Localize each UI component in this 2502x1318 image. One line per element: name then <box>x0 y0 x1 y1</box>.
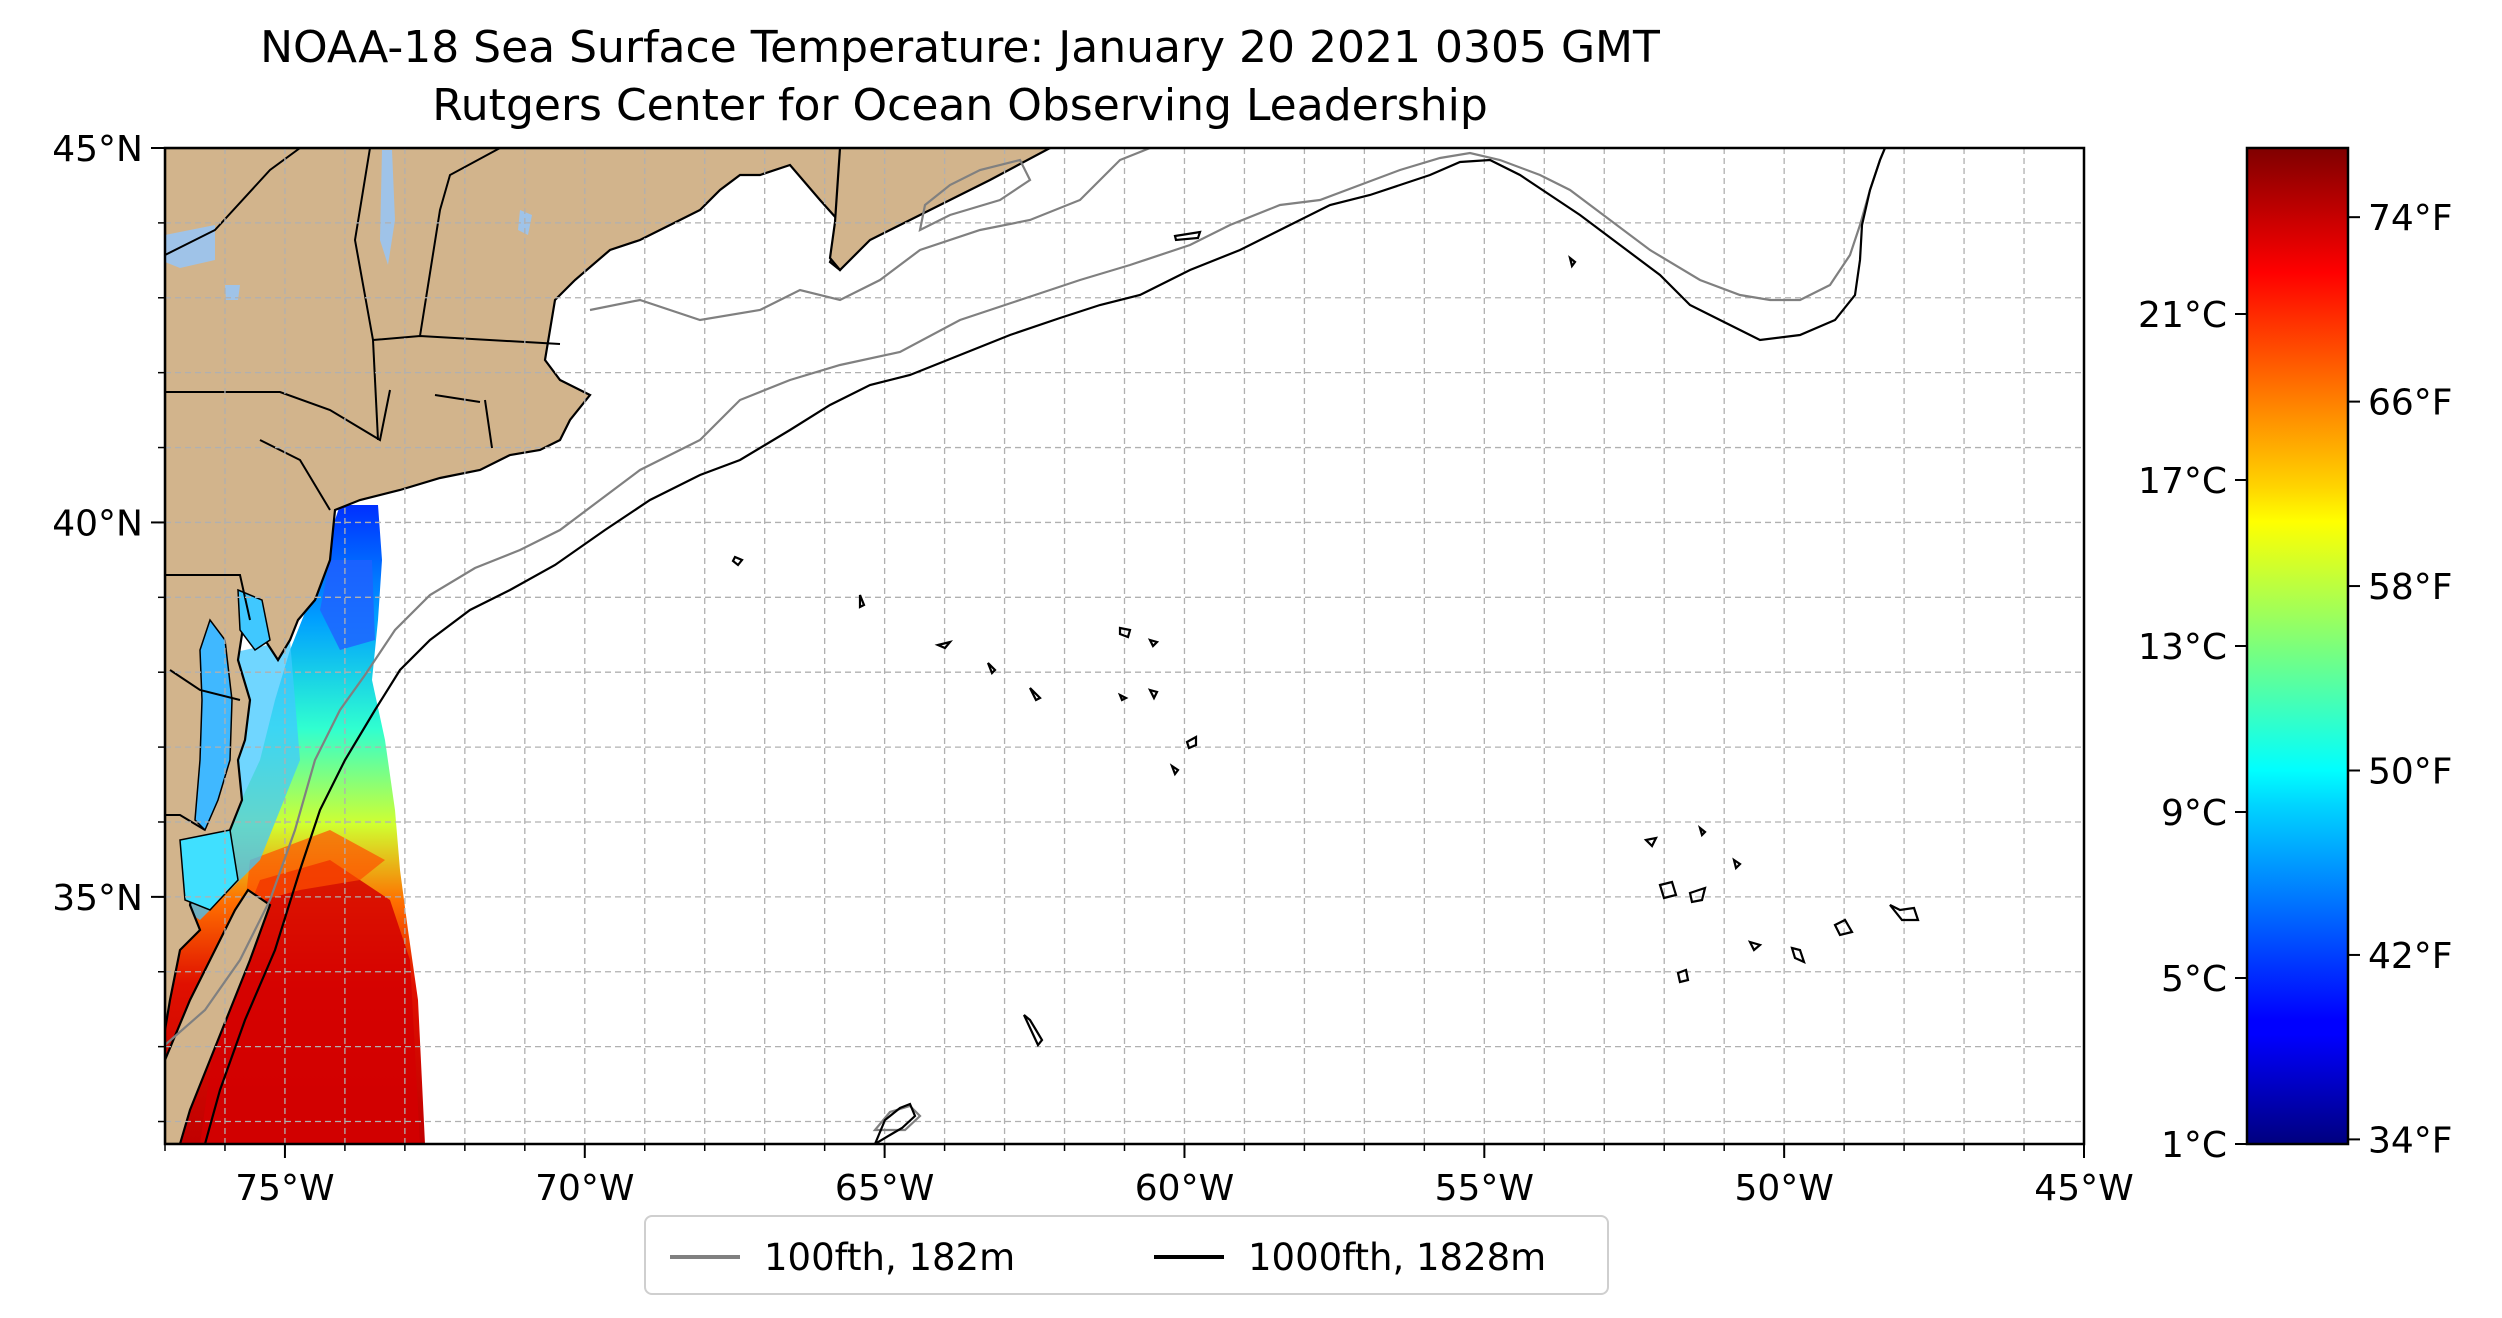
seamount-16 <box>1732 857 1742 871</box>
legend-swatch-1000fth <box>1154 1255 1224 1259</box>
seamount-15 <box>1697 824 1707 838</box>
seamount-7 <box>1147 638 1160 648</box>
isobath-100fth <box>165 148 1887 1132</box>
colorbar-f-label: 34°F <box>2368 1120 2453 1161</box>
seamount-1 <box>731 555 744 567</box>
seamount-5 <box>1029 687 1042 702</box>
y-tick-label: 40°N <box>52 503 143 544</box>
y-tick-label: 35°N <box>52 878 143 919</box>
state-border-1 <box>165 389 391 442</box>
colorbar-c-label: 1°C <box>2161 1125 2227 1166</box>
state-border-9 <box>165 814 206 831</box>
x-tick-label: 75°W <box>235 1168 334 1209</box>
seamount-13 <box>1658 880 1678 900</box>
y-tick-label: 45°N <box>52 129 143 170</box>
x-tick-label: 45°W <box>2034 1168 2133 1209</box>
map-axes: 75°W 70°W 65°W 60°W 55°W 50°W 45°W 45°N 40°N 35°N <box>52 129 2133 1209</box>
isobath-100fth-main <box>165 148 1887 1046</box>
isobath-1000fth-main <box>203 148 1887 1144</box>
colorbar-celsius-axis: 21°C 17°C 13°C 9°C 5°C 1°C <box>2138 295 2247 1166</box>
state-border-3 <box>372 339 379 441</box>
legend-swatch-100fth <box>670 1255 740 1259</box>
pamlico-sound <box>179 829 239 911</box>
seamount-3 <box>934 640 954 650</box>
map-area <box>165 148 2084 1144</box>
x-tick-label: 50°W <box>1734 1168 1833 1209</box>
seamount-23 <box>873 1102 917 1144</box>
state-border-8 <box>169 669 241 701</box>
lake-small-1 <box>225 285 240 300</box>
colorbar-f-label: 74°F <box>2368 198 2453 239</box>
state-border-5 <box>353 148 374 341</box>
legend-label-1000fth: 1000fth, 1828m <box>1248 1235 1547 1279</box>
lake-champlain <box>380 150 395 265</box>
seamount-14 <box>1688 886 1707 904</box>
legend: 100fth, 182m 1000fth, 1828m <box>644 1215 1609 1295</box>
state-border-4 <box>419 148 501 337</box>
colorbar-c-label: 9°C <box>2161 793 2227 834</box>
seamount-17 <box>1747 940 1763 952</box>
seamount-9 <box>1185 735 1198 750</box>
bays-and-lakes <box>165 150 532 911</box>
sable-island <box>1173 230 1202 242</box>
seamount-18 <box>1790 946 1806 965</box>
legend-item-1000fth: 1000fth, 1828m <box>1154 1217 1546 1297</box>
x-tick-label: 55°W <box>1435 1168 1534 1209</box>
isobath-1000fth <box>203 148 1920 1144</box>
legend-item-100fth: 100fth, 182m <box>670 1217 1015 1297</box>
sst-gulfstream-edge <box>245 830 385 905</box>
seamount-10 <box>1117 692 1129 702</box>
seamount-19 <box>1833 918 1854 937</box>
seamount-24 <box>1568 255 1577 269</box>
colorbar-c-label: 17°C <box>2138 461 2227 502</box>
x-tick-label: 60°W <box>1135 1168 1234 1209</box>
x-tick-label: 65°W <box>835 1168 934 1209</box>
isobath-100fth-gulf-of-maine <box>589 148 1151 322</box>
seamount-21 <box>1676 968 1690 984</box>
seamount-2 <box>858 594 866 609</box>
seamount-6 <box>1118 626 1132 639</box>
colorbar-gradient <box>2247 148 2348 1144</box>
state-border-11 <box>434 394 481 403</box>
state-border-12 <box>259 439 331 511</box>
state-border-7 <box>165 574 251 621</box>
colorbar-c-label: 5°C <box>2161 959 2227 1000</box>
seamount-22 <box>1023 1014 1044 1048</box>
seamount-8 <box>1147 688 1159 701</box>
colorbar-f-label: 66°F <box>2368 383 2453 424</box>
land-us-east-coast <box>165 148 1051 1031</box>
gridlines <box>165 148 2084 1144</box>
x-tick-label: 70°W <box>535 1168 634 1209</box>
map-title: NOAA-18 Sea Surface Temperature: January… <box>260 22 1660 73</box>
seamount-12 <box>1643 836 1658 848</box>
colorbar: 74°F 66°F 58°F 50°F 42°F 34°F 21°C 17°C 13°C 9°C… <box>2138 146 2453 1166</box>
isobath-100fth-banks <box>918 158 1032 232</box>
seamount-20 <box>1889 904 1920 922</box>
colorbar-c-label: 13°C <box>2138 627 2227 668</box>
sst-cold-patch <box>320 560 375 650</box>
map-subtitle: Rutgers Center for Ocean Observing Leade… <box>432 80 1488 131</box>
seamount-4 <box>986 662 997 675</box>
colorbar-c-label: 21°C <box>2138 295 2227 336</box>
colorbar-f-label: 50°F <box>2368 752 2453 793</box>
seamount-11 <box>1169 763 1180 777</box>
state-border-10 <box>484 399 493 449</box>
legend-label-100fth: 100fth, 182m <box>764 1235 1016 1279</box>
colorbar-fahrenheit-axis: 74°F 66°F 58°F 50°F 42°F 34°F <box>2348 198 2453 1161</box>
colorbar-f-label: 42°F <box>2368 936 2453 977</box>
colorbar-f-label: 58°F <box>2368 567 2453 608</box>
